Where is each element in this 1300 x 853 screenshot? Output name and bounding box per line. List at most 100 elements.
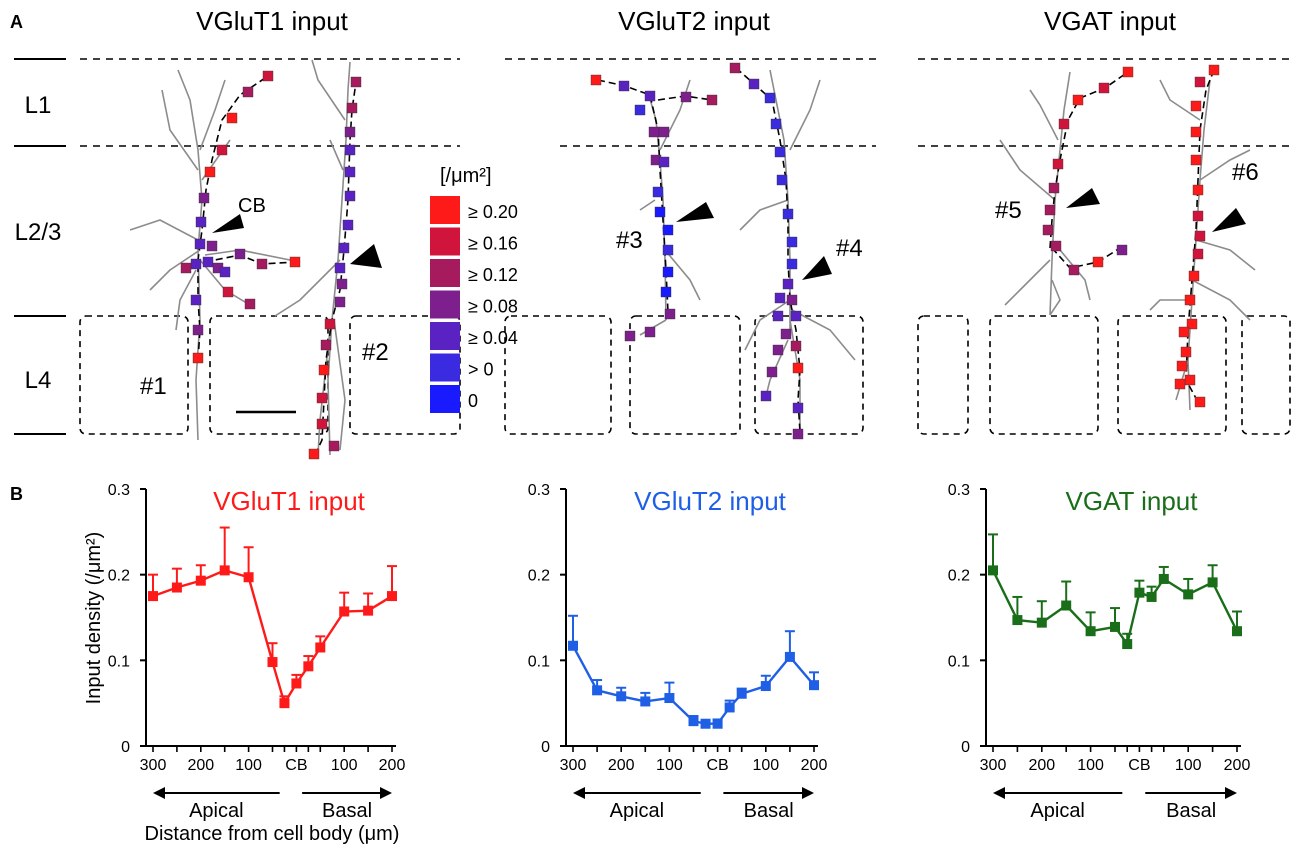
data-point (148, 591, 158, 602)
synapse-marker (338, 242, 350, 254)
neuron-label-5: #5 (995, 197, 1022, 224)
x-tick-label: CB (285, 757, 307, 774)
x-tick-label: 200 (608, 757, 635, 774)
synapse-marker (1194, 76, 1206, 88)
synapse-marker (202, 256, 214, 268)
synapse-marker (222, 286, 234, 298)
synapse-marker (1122, 66, 1134, 78)
chart-title: VGAT input (1066, 486, 1199, 516)
synapse-marker (634, 104, 646, 116)
synapse-marker (1178, 326, 1190, 338)
synapse-marker (729, 62, 741, 74)
layer-l23-label: L2/3 (15, 219, 62, 246)
legend-swatch (430, 322, 460, 350)
synapse-marker (748, 78, 760, 90)
data-point (809, 680, 819, 691)
chart-1: 0 0.1 0.2 0.3 300 200 100 CB 100 200 Apical Basal VG… (108, 482, 406, 822)
legend-unit: [/μm²] (440, 165, 492, 187)
legend-entry-label: ≥ 0.20 (468, 202, 518, 222)
x-tick-label: 300 (140, 757, 167, 774)
synapse-marker (772, 344, 784, 356)
data-point (303, 661, 314, 672)
synapse-marker (308, 448, 320, 460)
data-point (1012, 615, 1023, 626)
data-point (1183, 589, 1194, 600)
data-point (1146, 591, 1157, 602)
x-tick-label: 200 (1028, 757, 1055, 774)
title-vglut2: VGluT2 input (618, 6, 771, 36)
basal-label: Basal (744, 800, 794, 822)
neuron-reconstructions (129, 59, 1256, 460)
legend-swatch (430, 353, 460, 382)
data-point (688, 716, 699, 727)
x-tick-label: 100 (235, 757, 262, 774)
data-point (1110, 621, 1120, 632)
synapse-marker (195, 216, 207, 228)
data-point (760, 681, 771, 692)
legend-entry-label: > 0 (468, 360, 494, 380)
legend-entry-label: 0 (468, 391, 478, 411)
data-point (279, 698, 290, 709)
data-point (219, 565, 230, 576)
synapse-marker (262, 70, 274, 82)
synapse-marker (760, 390, 772, 402)
synapse-marker (1194, 396, 1206, 408)
synapse-marker (190, 294, 202, 306)
data-point (616, 691, 627, 702)
y-tick-label: 0.2 (948, 568, 970, 585)
synapse-marker (680, 91, 692, 103)
basal-label: Basal (1166, 800, 1216, 822)
x-tick-label: 200 (379, 757, 406, 774)
legend-entry-label: ≥ 0.08 (468, 297, 518, 317)
data-point (291, 678, 302, 689)
y-tick-label: 0.1 (528, 653, 550, 670)
synapse-marker (590, 74, 602, 86)
y-tick-label: 0.2 (528, 568, 550, 585)
data-point (640, 696, 651, 707)
synapse-marker (774, 292, 786, 304)
synapse-marker (194, 238, 206, 250)
synapse-marker (792, 402, 804, 414)
dendrite-trace (197, 75, 269, 361)
density-legend: [/μm²] ≥ 0.20 ≥ 0.16 ≥ 0.12 ≥ 0.08 ≥ 0.04 > 0… (430, 165, 518, 413)
synapse-marker (1186, 318, 1198, 330)
synapse-marker (344, 166, 356, 178)
synapse-marker (776, 174, 788, 186)
synapse-marker (328, 440, 340, 452)
x-tick-label: 100 (752, 757, 779, 774)
synapse-marker (648, 126, 660, 138)
synapse-marker (644, 326, 656, 338)
synapse-marker (334, 296, 346, 308)
dendrite (274, 59, 351, 456)
synapse-marker (618, 80, 630, 92)
data-point (363, 605, 374, 616)
y-tick-label: 0.1 (108, 653, 130, 670)
x-tick-label: CB (706, 757, 728, 774)
synapse-marker (1068, 264, 1080, 276)
layer-l1-label: L1 (25, 92, 52, 119)
x-tick-label: 100 (1077, 757, 1104, 774)
series-line (571, 645, 815, 725)
synapse-marker (1190, 154, 1202, 166)
synapse-marker (664, 308, 676, 320)
data-point (195, 575, 206, 586)
synapse-marker (1050, 240, 1062, 252)
title-vglut1: VGluT1 input (196, 6, 349, 36)
dendrite-trace (204, 254, 296, 265)
data-point (1122, 639, 1133, 650)
synapse-marker (216, 144, 228, 156)
synapse-marker (1176, 360, 1188, 372)
x-tick-label: 100 (1175, 757, 1202, 774)
synapse-marker (770, 118, 782, 130)
synapse-marker (772, 310, 784, 322)
basal-arrow-head (1225, 787, 1237, 799)
data-point (387, 591, 397, 602)
panel-a-label: A (10, 12, 23, 32)
series-line (152, 569, 393, 707)
arrowheads (212, 188, 1246, 280)
legend-swatch (430, 196, 460, 224)
title-vgat: VGAT input (1044, 6, 1177, 36)
synapse-marker (190, 258, 202, 270)
x-tick-label: 200 (187, 757, 214, 774)
